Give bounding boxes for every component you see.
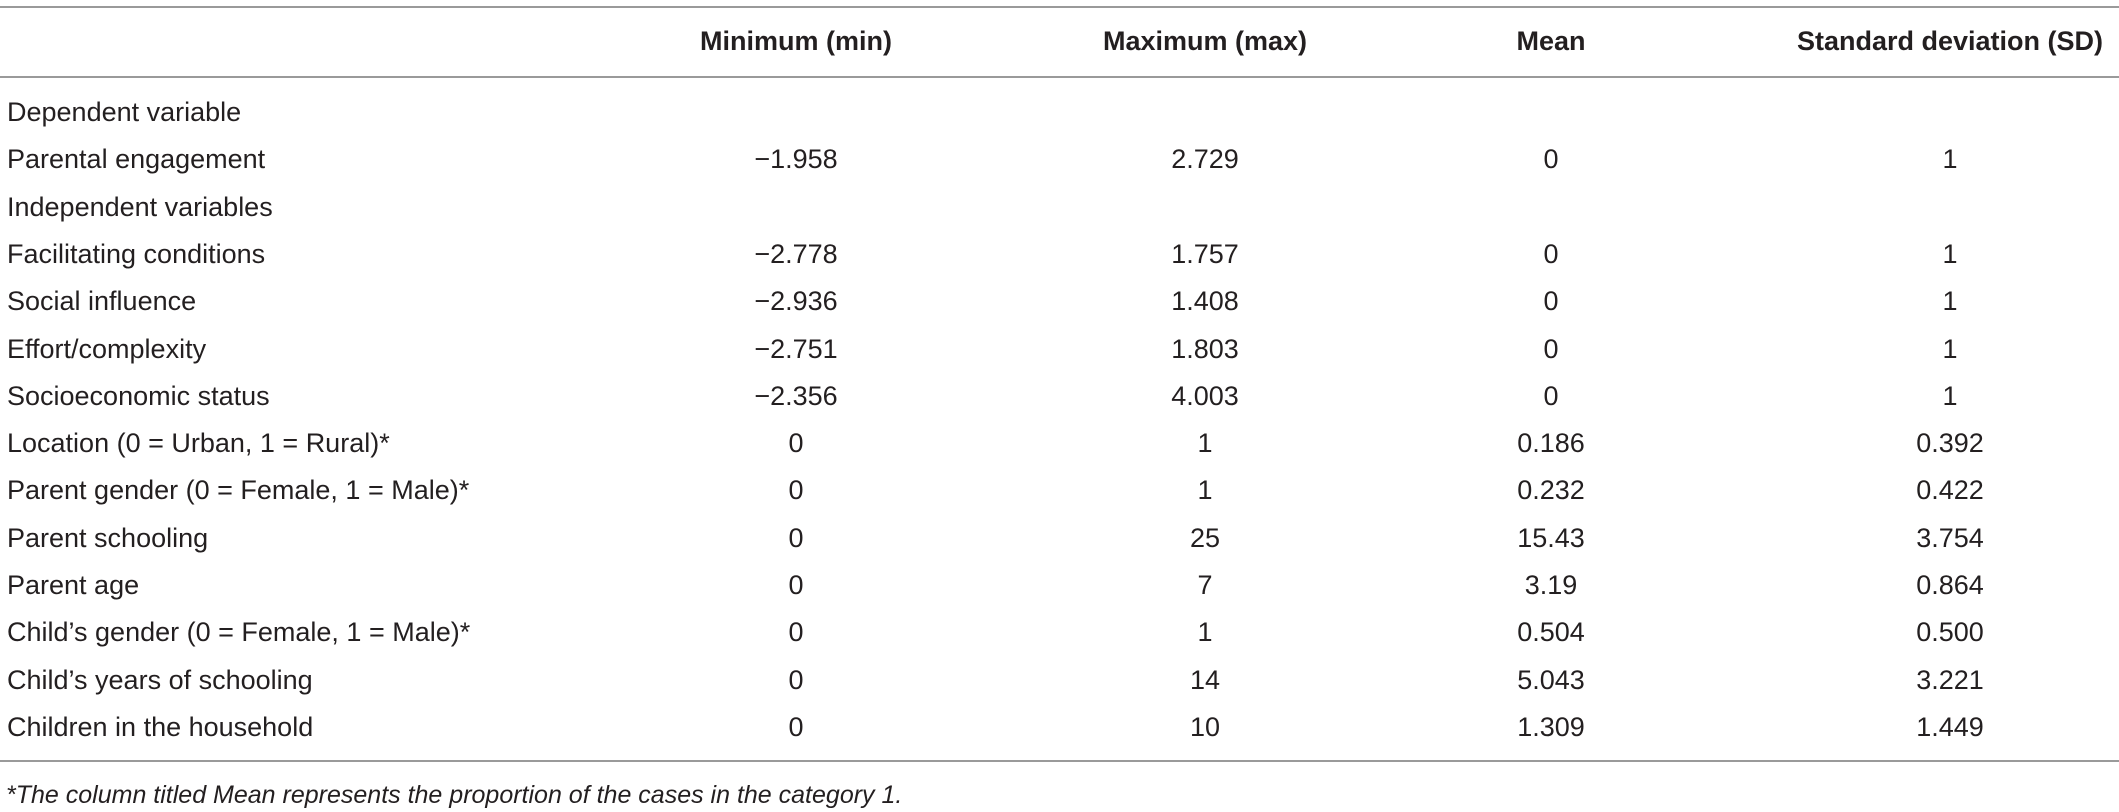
- table-cell: 5.043: [1517, 664, 1585, 695]
- table-cell: 3.754: [1916, 522, 1984, 553]
- table-cell: −1.958: [754, 144, 838, 175]
- column-header: Standard deviation (SD): [1796, 26, 2104, 56]
- row-label: Socioeconomic status: [7, 380, 270, 411]
- table-cell: 0: [1543, 380, 1559, 411]
- table-cell: 0: [788, 617, 804, 648]
- table-cell: 0.392: [1916, 428, 1984, 459]
- row-label: Parent gender (0 = Female, 1 = Male)*: [7, 475, 470, 506]
- table-cell: 3.221: [1916, 664, 1984, 695]
- table-cell: 0: [788, 711, 804, 742]
- table-cell: 0: [788, 475, 804, 506]
- table-cell: 1: [1942, 380, 1958, 411]
- footnote: *The column titled Mean represents the p…: [6, 781, 903, 809]
- bottom-rule: [0, 760, 2119, 762]
- row-label: Parent schooling: [7, 522, 209, 553]
- column-header: Mean: [1516, 26, 1586, 56]
- table-cell: 0: [1543, 144, 1559, 175]
- table-cell: 7: [1197, 570, 1213, 600]
- table-cell: 1: [1197, 617, 1213, 648]
- column-header: Maximum (max): [1102, 26, 1308, 56]
- table-cell: 1: [1942, 238, 1958, 269]
- table-cell: 1.408: [1171, 286, 1239, 317]
- table-cell: 0: [788, 664, 804, 695]
- column-header: Minimum (min): [700, 26, 892, 56]
- table-cell: 1.449: [1916, 711, 1984, 742]
- row-label: Effort/complexity: [7, 333, 207, 364]
- table-cell: 1: [1942, 144, 1958, 175]
- table-cell: 0: [788, 570, 804, 600]
- table-cell: −2.356: [754, 380, 838, 411]
- table-cell: 3.19: [1524, 570, 1578, 600]
- table-cell: 1: [1942, 333, 1958, 364]
- table-cell: 15.43: [1517, 522, 1585, 553]
- table-cell: 0.232: [1517, 475, 1585, 506]
- section-label: Independent variables: [7, 191, 273, 222]
- table-cell: 0: [1543, 286, 1559, 317]
- table-cell: 25: [1189, 522, 1221, 553]
- table-cell: 1.803: [1171, 333, 1239, 364]
- row-label: Child’s years of schooling: [7, 664, 313, 695]
- table-cell: 0.864: [1916, 570, 1984, 600]
- table-cell: 0.504: [1517, 617, 1585, 648]
- table-cell: 2.729: [1171, 144, 1239, 175]
- table-cell: 10: [1189, 711, 1221, 742]
- table-cell: 14: [1189, 664, 1221, 695]
- header-rule: [0, 76, 2119, 78]
- table-cell: 0.500: [1916, 617, 1984, 648]
- table-cell: 0: [1543, 238, 1559, 269]
- table-cell: 1: [1197, 475, 1213, 506]
- table-cell: −2.778: [754, 238, 838, 269]
- table-cell: 1.309: [1517, 711, 1585, 742]
- row-label: Parent age: [7, 570, 140, 600]
- row-label: Social influence: [7, 286, 197, 317]
- row-label: Facilitating conditions: [7, 238, 266, 269]
- table-cell: 1: [1197, 428, 1213, 459]
- table-cell: 0: [788, 428, 804, 459]
- row-label: Children in the household: [7, 711, 314, 742]
- table-cell: 0.186: [1517, 428, 1585, 459]
- section-label: Dependent variable: [7, 97, 242, 127]
- table-cell: 0.422: [1916, 475, 1984, 506]
- table-cell: 1.757: [1171, 238, 1239, 269]
- table-cell: 0: [1543, 333, 1559, 364]
- table-cell: 0: [788, 522, 804, 553]
- table-cell: −2.751: [754, 333, 838, 364]
- row-label: Child’s gender (0 = Female, 1 = Male)*: [7, 617, 471, 648]
- row-label: Parental engagement: [7, 144, 266, 175]
- row-label: Location (0 = Urban, 1 = Rural)*: [7, 428, 390, 459]
- table-cell: 1: [1942, 286, 1958, 317]
- top-rule: [0, 6, 2119, 8]
- table-cell: −2.936: [754, 286, 838, 317]
- table-cell: 4.003: [1171, 380, 1239, 411]
